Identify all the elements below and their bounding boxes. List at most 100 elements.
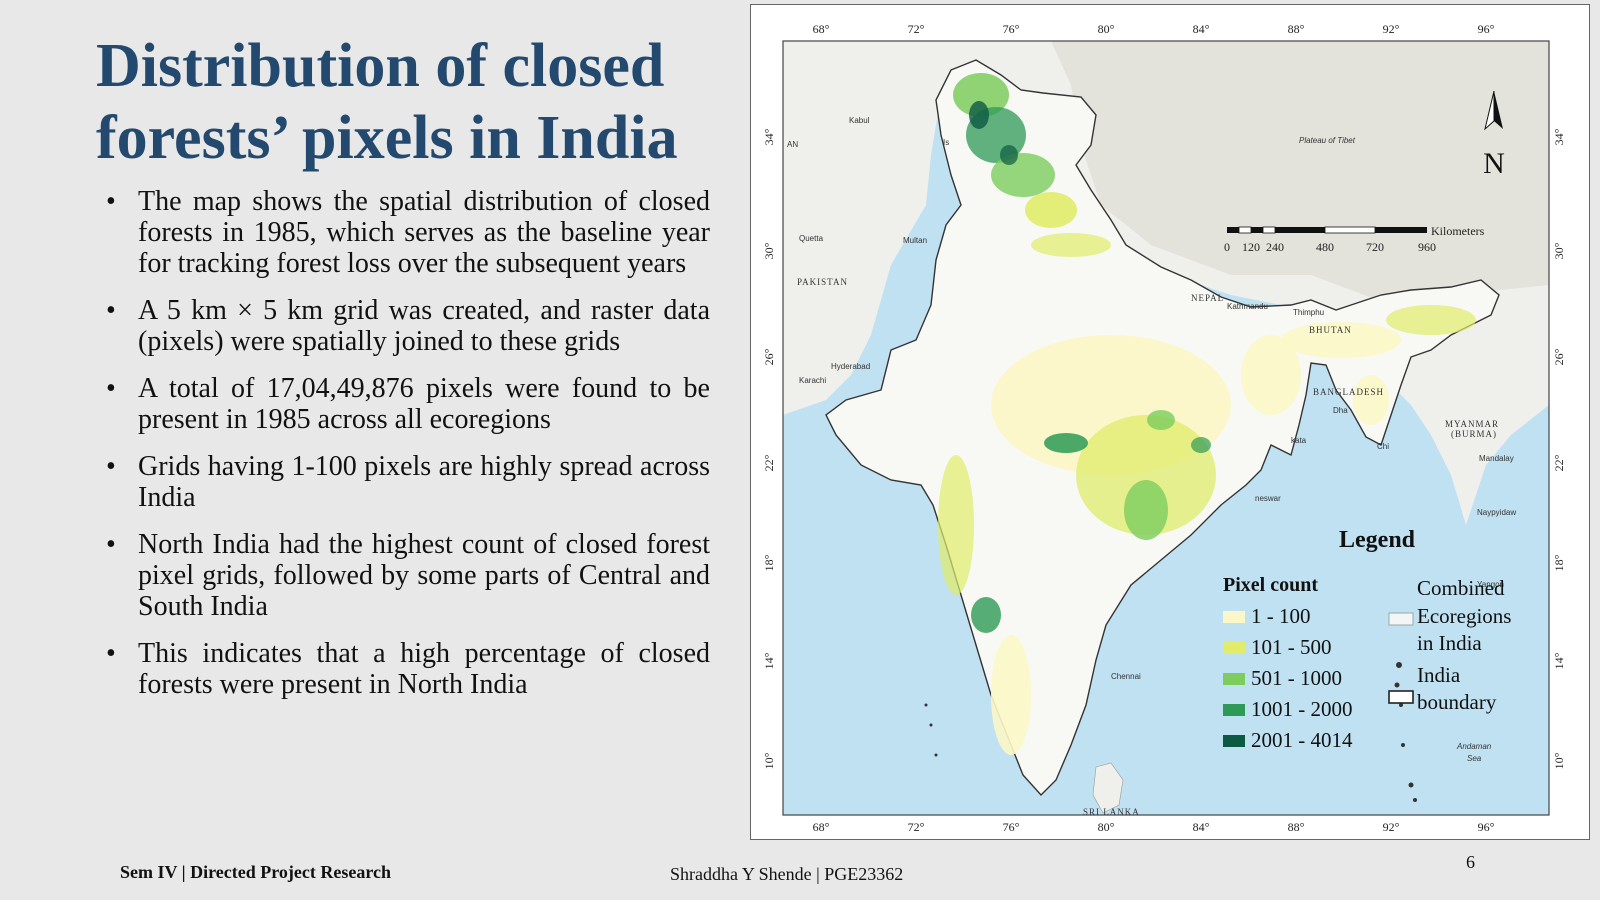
label-myanmar: MYANMAR — [1445, 419, 1499, 429]
svg-text:34°: 34° — [762, 128, 776, 145]
svg-text:30°: 30° — [762, 242, 776, 259]
svg-text:88°: 88° — [1288, 820, 1305, 834]
svg-text:240: 240 — [1266, 240, 1284, 254]
legend-swatch — [1223, 611, 1245, 623]
map-legend: Legend Pixel count 1 - 100 101 - 500 501… — [1223, 527, 1511, 752]
svg-text:76°: 76° — [1003, 820, 1020, 834]
label-plateau: Plateau of Tibet — [1299, 136, 1356, 145]
legend-class-label: 1001 - 2000 — [1251, 697, 1353, 721]
svg-text:0: 0 — [1224, 240, 1230, 254]
label-naypyidaw: Naypyidaw — [1477, 508, 1516, 517]
boundary-swatch — [1388, 690, 1414, 704]
svg-text:30°: 30° — [1552, 242, 1566, 259]
label-pakistan: PAKISTAN — [797, 277, 848, 287]
sri-lanka — [1092, 762, 1124, 814]
svg-text:22°: 22° — [762, 454, 776, 471]
svg-text:96°: 96° — [1478, 820, 1495, 834]
svg-text:720: 720 — [1366, 240, 1384, 254]
svg-text:Combined: Combined — [1417, 576, 1505, 600]
label-andaman-sea: Andaman — [1456, 742, 1492, 751]
forest-pixel-map: 68° 72° 76° 80° 84° 88° 92° 96° 68° 72° … — [750, 4, 1590, 840]
svg-text:in India: in India — [1417, 631, 1482, 655]
label-multan: Multan — [903, 236, 927, 245]
legend-pixel-count-title: Pixel count — [1223, 574, 1318, 596]
svg-text:72°: 72° — [908, 820, 925, 834]
scale-bar: Kilometers 0 120 240 480 720 960 — [1224, 224, 1485, 254]
north-arrow-icon: N — [1483, 90, 1505, 180]
place-labels: Plateau of Tibet Kabul Is AN Quetta Mult… — [787, 116, 1516, 817]
footer-author: Shraddha Y Shende | PGE23362 — [670, 864, 904, 884]
svg-text:88°: 88° — [1288, 22, 1305, 36]
label-thimphu: Thimphu — [1293, 308, 1324, 317]
svg-text:India: India — [1417, 663, 1461, 687]
label-nepal: NEPAL — [1191, 293, 1224, 303]
map-neatline — [782, 40, 1550, 816]
svg-text:26°: 26° — [762, 348, 776, 365]
bullet-list: The map shows the spatial distribution o… — [100, 186, 710, 716]
latitude-ticks: 34° 30° 26° 22° 18° 14° 10° 34° 30° 26° … — [762, 128, 1566, 769]
svg-text:18°: 18° — [762, 554, 776, 571]
label-hyderabad: Hyderabad — [831, 362, 870, 371]
bullet-item: North India had the highest count of clo… — [100, 529, 710, 622]
label-kabul: Kabul — [849, 116, 870, 125]
slide-title: Distribution of closed forests’ pixels i… — [96, 32, 678, 172]
forest-pixels — [938, 73, 1476, 755]
ecoregions-swatch — [1388, 612, 1414, 626]
andaman-islands — [924, 662, 1417, 802]
legend-title: Legend — [1339, 527, 1416, 553]
label-yangon: Yangon — [1477, 580, 1504, 589]
label-chittagong: Chi — [1377, 442, 1389, 451]
label-burma: (BURMA) — [1451, 429, 1497, 439]
page-number: 6 — [1466, 852, 1475, 872]
svg-text:26°: 26° — [1552, 348, 1566, 365]
svg-text:96°: 96° — [1478, 22, 1495, 36]
svg-text:960: 960 — [1418, 240, 1436, 254]
svg-text:14°: 14° — [762, 652, 776, 669]
label-bhutan: BHUTAN — [1309, 325, 1352, 335]
svg-text:68°: 68° — [813, 22, 830, 36]
longitude-ticks: 68° 72° 76° 80° 84° 88° 92° 96° 68° 72° … — [813, 22, 1495, 834]
map-svg: 68° 72° 76° 80° 84° 88° 92° 96° 68° 72° … — [762, 22, 1566, 834]
label-kolkata: kata — [1291, 436, 1307, 445]
svg-text:72°: 72° — [908, 22, 925, 36]
bullet-item: A total of 17,04,49,876 pixels were foun… — [100, 373, 710, 435]
legend-swatch — [1223, 642, 1245, 654]
label-quetta: Quetta — [799, 234, 824, 243]
label-bangladesh: BANGLADESH — [1313, 387, 1384, 397]
svg-text:14°: 14° — [1552, 652, 1566, 669]
legend-class-label: 101 - 500 — [1251, 635, 1332, 659]
footer-course: Sem IV | Directed Project Research — [120, 862, 392, 882]
svg-text:boundary: boundary — [1417, 690, 1497, 714]
legend-swatch — [1223, 735, 1245, 747]
svg-text:80°: 80° — [1098, 22, 1115, 36]
label-karachi: Karachi — [799, 376, 826, 385]
svg-text:10°: 10° — [1552, 752, 1566, 769]
bullet-item: Grids having 1-100 pixels are highly spr… — [100, 451, 710, 513]
label-andaman-sea-2: Sea — [1467, 754, 1482, 763]
label-an: AN — [787, 140, 798, 149]
legend-class-label: 501 - 1000 — [1251, 666, 1342, 690]
svg-text:68°: 68° — [813, 820, 830, 834]
label-sri-lanka: SRI LANKA — [1083, 807, 1140, 817]
label-mandalay: Mandalay — [1479, 454, 1514, 463]
legend-swatch — [1223, 673, 1245, 685]
svg-text:10°: 10° — [762, 752, 776, 769]
svg-text:Kilometers: Kilometers — [1431, 224, 1485, 238]
legend-swatch — [1223, 704, 1245, 716]
label-dhaka: Dha — [1333, 406, 1348, 415]
label-chennai: Chennai — [1111, 672, 1141, 681]
legend-class-label: 1 - 100 — [1251, 604, 1311, 628]
bullet-item: This indicates that a high percentage of… — [100, 638, 710, 700]
label-kathmandu: Kathmandu — [1227, 302, 1268, 311]
svg-text:34°: 34° — [1552, 128, 1566, 145]
svg-text:84°: 84° — [1193, 820, 1210, 834]
svg-text:92°: 92° — [1383, 22, 1400, 36]
svg-text:N: N — [1483, 147, 1505, 180]
svg-text:84°: 84° — [1193, 22, 1210, 36]
svg-text:92°: 92° — [1383, 820, 1400, 834]
bullet-item: A 5 km × 5 km grid was created, and rast… — [100, 295, 710, 357]
bullet-item: The map shows the spatial distribution o… — [100, 186, 710, 279]
svg-text:480: 480 — [1316, 240, 1334, 254]
svg-text:22°: 22° — [1552, 454, 1566, 471]
svg-text:120: 120 — [1242, 240, 1260, 254]
